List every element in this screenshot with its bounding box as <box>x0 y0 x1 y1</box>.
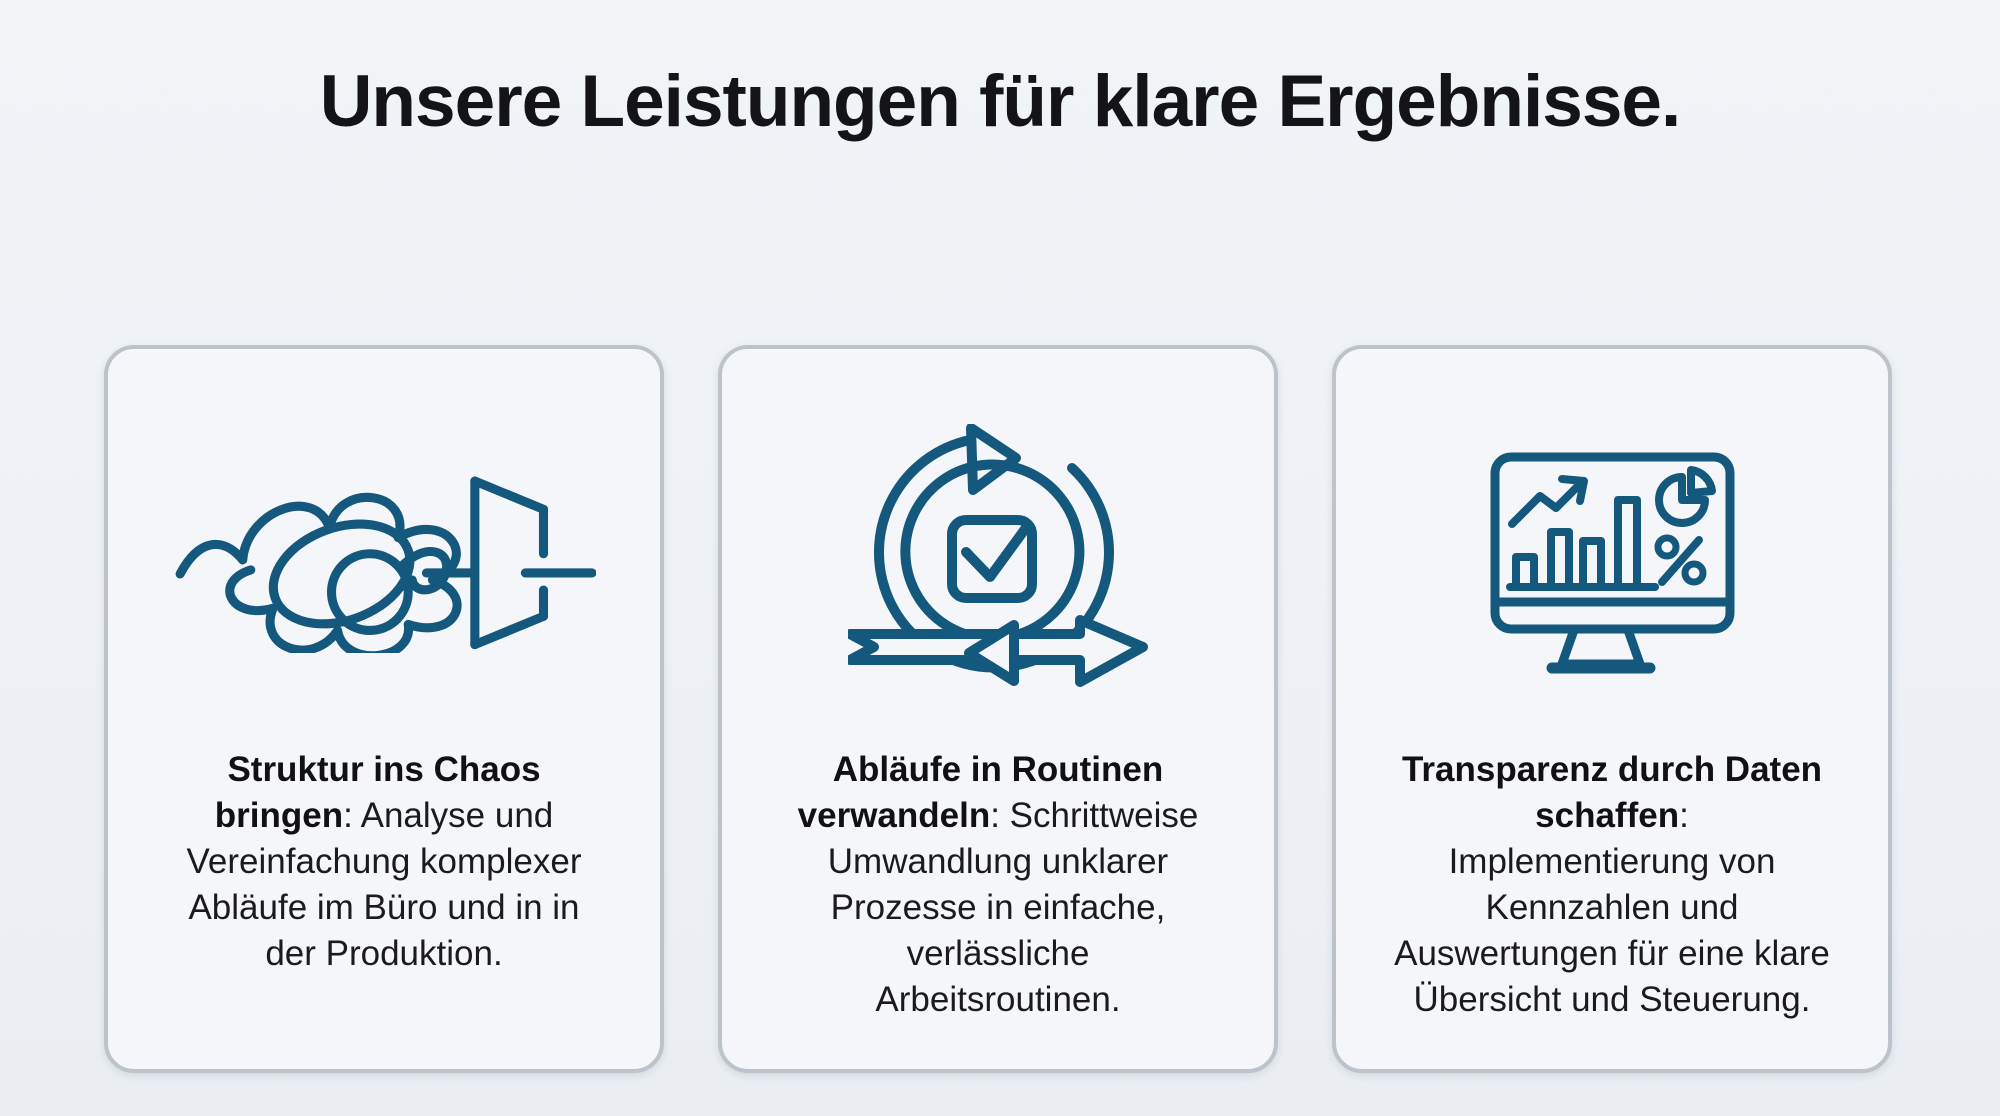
iteration-loop-check-icon <box>752 395 1244 731</box>
cards-row: Struktur ins Chaos bringen: Analyse und … <box>104 345 1892 1073</box>
card-body: Analyse und Vereinfachung komplexer Ablä… <box>186 796 582 973</box>
card-heading: Struktur ins Chaos bringen <box>214 750 541 835</box>
card-struktur-ins-chaos: Struktur ins Chaos bringen: Analyse und … <box>104 345 664 1073</box>
page-title: Unsere Leistungen für klare Ergebnisse. <box>319 61 1682 142</box>
card-body: Implementierung von Kennzahlen und Auswe… <box>1394 842 1830 1019</box>
card-heading: Transparenz durch Daten schaffen <box>1401 750 1823 835</box>
chaos-funnel-icon-graphic <box>175 476 596 653</box>
iteration-loop-check-icon-graphic <box>848 424 1148 687</box>
card-body: Schrittweise Umwandlung unklarer Prozess… <box>827 796 1199 1019</box>
chaos-funnel-icon <box>138 395 630 731</box>
card-ablaeufe-routinen: Abläufe in Routinen verwandeln: Schrittw… <box>718 345 1278 1073</box>
heading-separator: : <box>990 796 1010 835</box>
analytics-monitor-icon-graphic <box>1490 452 1734 674</box>
card-text: Struktur ins Chaos bringen: Analyse und … <box>161 747 607 977</box>
heading-separator: : <box>343 796 361 835</box>
card-text: Abläufe in Routinen verwandeln: Schrittw… <box>791 747 1205 1023</box>
infographic-slide: Unsere Leistungen für klare Ergebnisse. <box>0 60 2000 1073</box>
heading-separator: : <box>1679 796 1689 835</box>
card-heading: Abläufe in Routinen verwandeln <box>797 750 1164 835</box>
card-transparenz-daten: Transparenz durch Daten schaffen: Implem… <box>1332 345 1892 1073</box>
analytics-monitor-icon <box>1366 395 1858 731</box>
card-text: Transparenz durch Daten schaffen: Implem… <box>1381 747 1843 1023</box>
